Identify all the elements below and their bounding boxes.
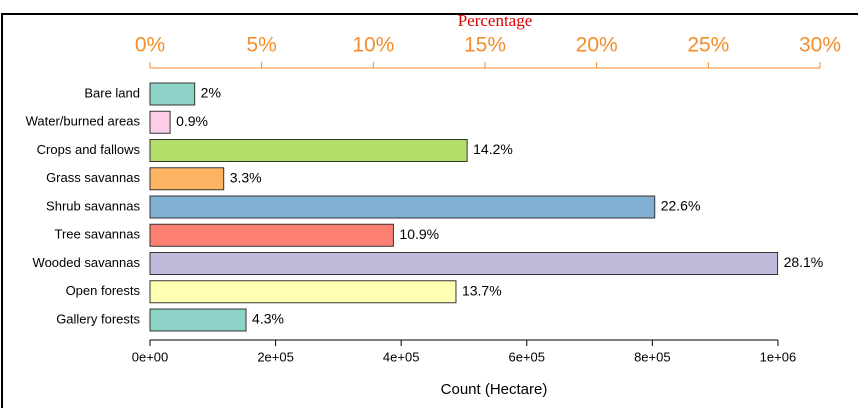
x2-axis-title: Count (Hectare) bbox=[441, 381, 548, 398]
x2-tick-label: 4e+05 bbox=[383, 349, 420, 364]
value-label: 10.9% bbox=[399, 226, 439, 242]
bar bbox=[149, 223, 394, 247]
value-label: 0.9% bbox=[176, 113, 208, 129]
y-tick-label: Grass savannas bbox=[46, 170, 140, 185]
x2-tick-label: 8e+05 bbox=[634, 349, 671, 364]
bar bbox=[149, 195, 656, 219]
value-label: 3.3% bbox=[230, 169, 262, 185]
y-tick-label: Shrub savannas bbox=[46, 198, 140, 213]
bar bbox=[149, 139, 468, 162]
x-tick-label: 0% bbox=[135, 34, 165, 57]
x-tick-label: 15% bbox=[464, 34, 506, 57]
bar bbox=[149, 82, 196, 106]
bar bbox=[149, 110, 171, 134]
y-tick-label: Open forests bbox=[66, 283, 141, 298]
value-label: 2% bbox=[201, 85, 221, 101]
value-label: 4.3% bbox=[252, 311, 284, 327]
x2-tick-label: 2e+05 bbox=[257, 349, 294, 364]
x-tick-label: 30% bbox=[799, 34, 841, 57]
y-tick-label: Water/burned areas bbox=[26, 114, 141, 129]
bar bbox=[149, 280, 457, 304]
x2-tick-label: 6e+05 bbox=[508, 349, 545, 364]
frame bbox=[1, 13, 858, 408]
value-label: 13.7% bbox=[462, 282, 502, 298]
y-tick-label: Gallery forests bbox=[56, 311, 140, 326]
x-tick-label: 25% bbox=[687, 34, 729, 57]
bar bbox=[149, 308, 247, 332]
bar bbox=[149, 252, 779, 275]
x-tick-label: 10% bbox=[352, 34, 394, 57]
chart-title: Percentage bbox=[458, 11, 533, 30]
bar bbox=[149, 167, 225, 191]
value-label: 22.6% bbox=[661, 198, 701, 214]
x-tick-label: 20% bbox=[576, 34, 618, 57]
value-label: 14.2% bbox=[473, 141, 513, 157]
x-tick-label: 5% bbox=[246, 34, 276, 57]
y-tick-label: Crops and fallows bbox=[37, 142, 141, 157]
y-tick-label: Bare land bbox=[84, 85, 140, 100]
y-tick-label: Tree savannas bbox=[54, 227, 140, 242]
x2-tick-label: 1e+06 bbox=[760, 349, 797, 364]
y-tick-label: Wooded savannas bbox=[33, 255, 141, 270]
value-label: 28.1% bbox=[784, 254, 824, 270]
x2-tick-label: 0e+00 bbox=[132, 349, 169, 364]
